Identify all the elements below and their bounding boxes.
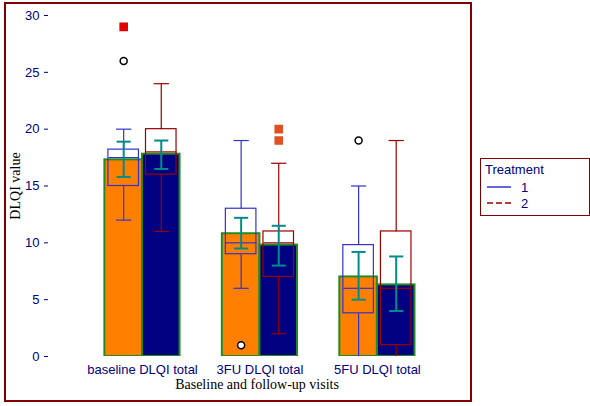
svg-text:DLQI value: DLQI value bbox=[8, 152, 23, 219]
svg-text:5FU DLQI total: 5FU DLQI total bbox=[334, 362, 421, 377]
svg-text:10: 10 bbox=[25, 235, 39, 250]
svg-text:25: 25 bbox=[25, 64, 39, 79]
svg-text:Baseline and follow-up visits: Baseline and follow-up visits bbox=[175, 377, 339, 392]
svg-text:0: 0 bbox=[32, 349, 39, 364]
html-text:2: 2 bbox=[521, 195, 529, 211]
html-text:Treatment: Treatment bbox=[485, 162, 544, 177]
svg-text:20: 20 bbox=[25, 121, 39, 136]
svg-text:baseline DLQI total: baseline DLQI total bbox=[87, 362, 198, 377]
svg-text:15: 15 bbox=[25, 178, 39, 193]
svg-text:3FU DLQI total: 3FU DLQI total bbox=[217, 362, 304, 377]
svg-text:30: 30 bbox=[25, 8, 39, 23]
html-text:1: 1 bbox=[521, 179, 529, 195]
svg-text:5: 5 bbox=[32, 292, 39, 307]
